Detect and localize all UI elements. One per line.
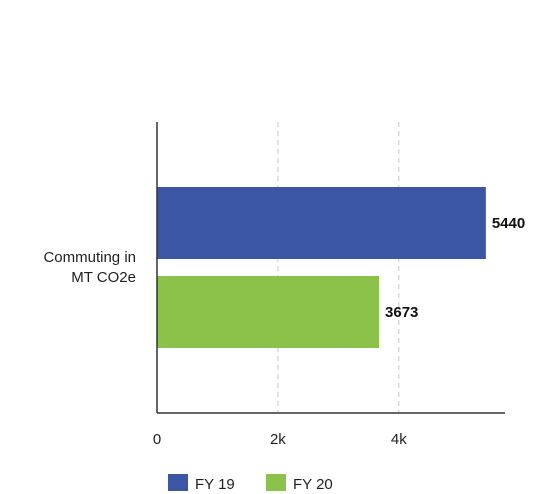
value-label-fy-19: 5440 [492,215,525,232]
value-label-fy-20: 3673 [385,304,418,321]
legend-label-fy-20: FY 20 [293,476,333,493]
x-tick-labels: 0 2k 4k [153,431,407,448]
legend-swatch-fy-20 [266,474,286,491]
bar-fy-19[interactable] [157,187,486,259]
x-tick-label-2k: 2k [270,431,286,448]
x-tick-label-4k: 4k [391,431,407,448]
category-label-line: MT CO2e [71,269,136,286]
legend-label-fy-19: FY 19 [195,476,235,493]
legend-item-fy-19[interactable]: FY 19 [168,474,235,493]
bars [157,187,486,348]
legend-swatch-fy-19 [168,474,188,491]
bar-fy-20[interactable] [157,276,380,348]
axes [156,122,505,414]
legend-item-fy-20[interactable]: FY 20 [266,474,333,493]
value-labels: 5440 3673 [385,215,525,321]
category-label: Commuting in MT CO2e [43,249,136,286]
x-tick-label-0: 0 [153,431,161,448]
category-labels: Commuting in MT CO2e [43,249,136,286]
category-label-line: Commuting in [43,249,136,266]
legend[interactable]: FY 19 FY 20 [168,474,333,493]
grid-lines [277,122,400,413]
